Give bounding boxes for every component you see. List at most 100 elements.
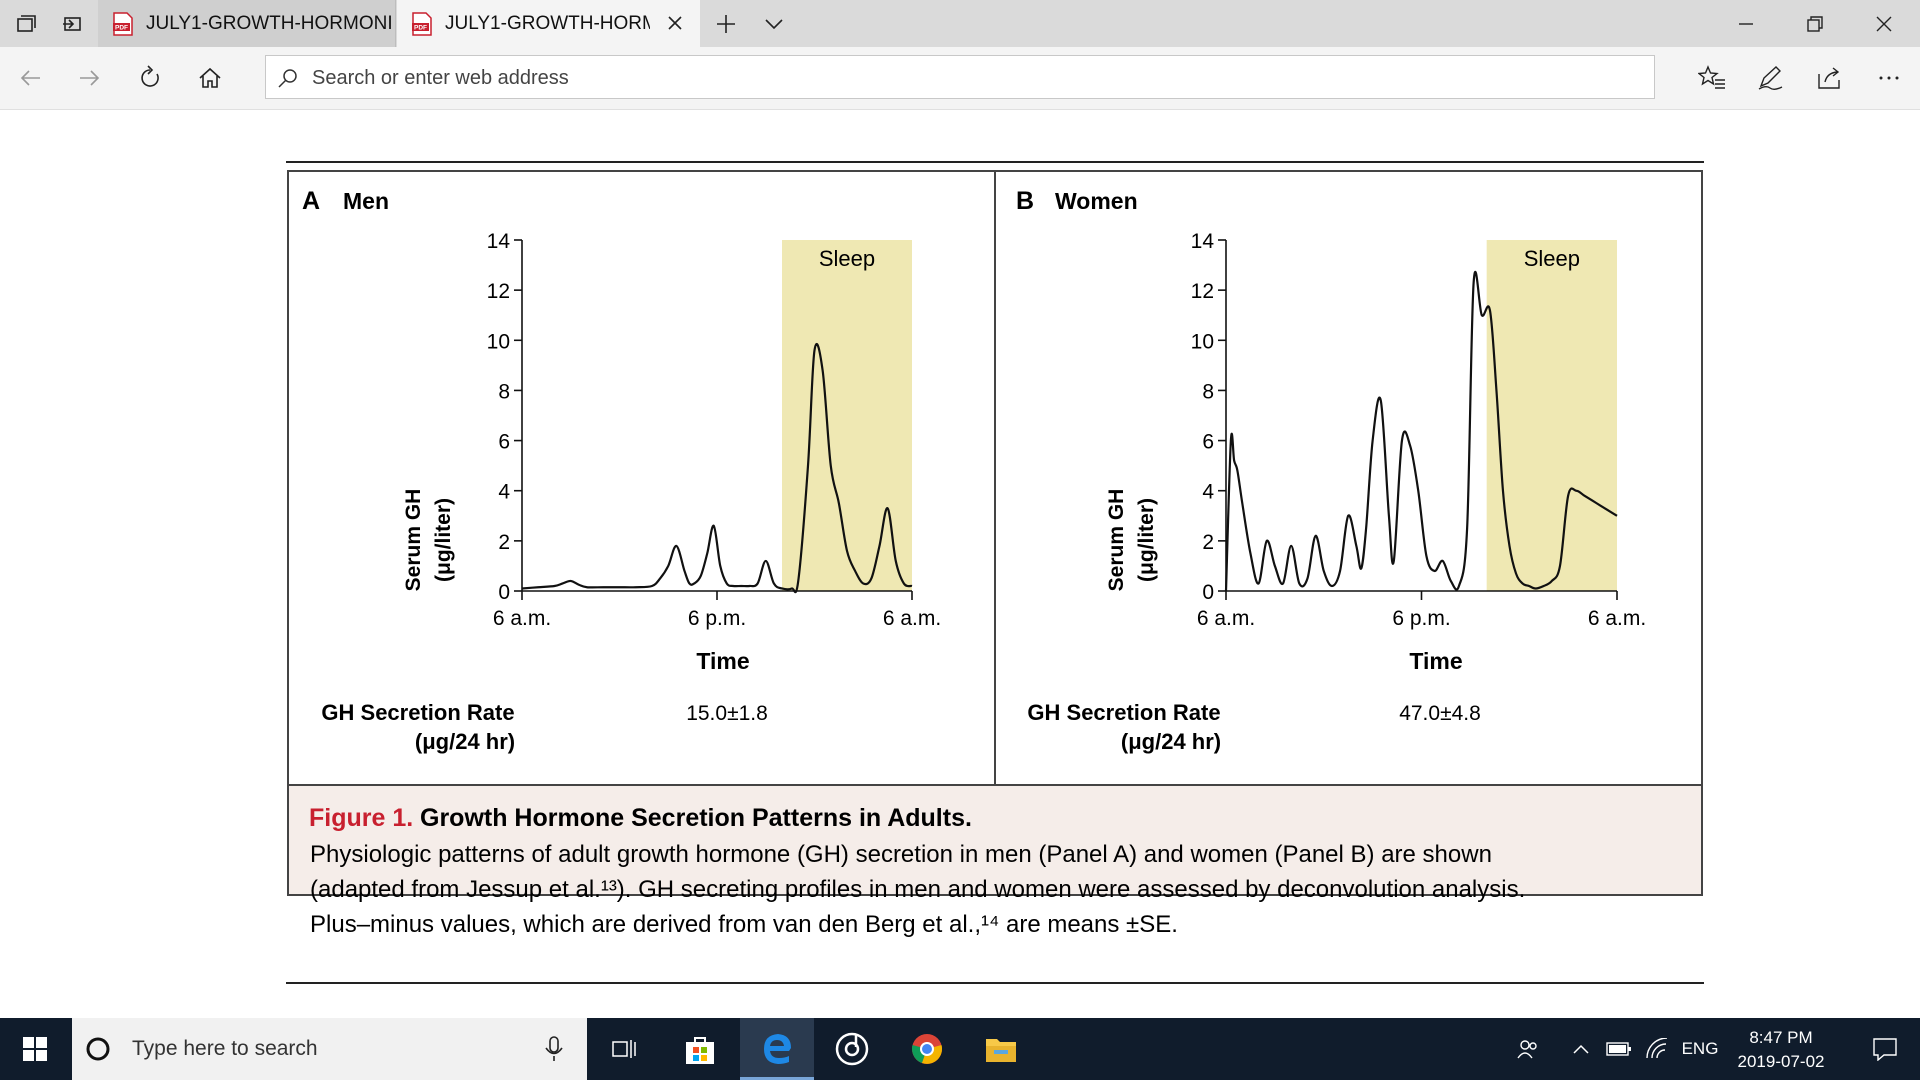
tab-label: JULY1-GROWTH-HORM xyxy=(445,12,650,34)
language-indicator[interactable]: ENG xyxy=(1681,1039,1719,1058)
rate-value: 15.0±1.8 xyxy=(686,702,768,725)
battery-icon[interactable] xyxy=(1602,1018,1636,1080)
figure-title: Growth Hormone Secretion Patterns in Adu… xyxy=(420,804,972,832)
search-icon xyxy=(278,69,297,88)
x-tick-label: 6 a.m. xyxy=(493,607,551,630)
minimize-icon[interactable] xyxy=(1728,6,1764,42)
x-tick-label: 6 p.m. xyxy=(688,607,746,630)
groove-music-icon[interactable] xyxy=(815,1018,889,1080)
y-tick-label: 0 xyxy=(1202,581,1214,604)
sleep-shading xyxy=(1486,240,1617,591)
microphone-icon[interactable] xyxy=(543,1035,565,1063)
cortana-icon xyxy=(86,1037,110,1061)
task-view-icon[interactable] xyxy=(587,1018,661,1080)
y-tick-label: 4 xyxy=(498,481,510,504)
people-icon[interactable] xyxy=(1508,1018,1548,1080)
rate-units: (μg/24 hr) xyxy=(1121,729,1221,754)
chart-men: Sleep 0 2 4 6 8 10 12 14 6 a.m. 6 p.m. 6 a.m. Seru… xyxy=(321,230,941,754)
favorites-icon[interactable] xyxy=(1693,59,1731,97)
home-icon[interactable] xyxy=(191,59,229,97)
back-icon[interactable] xyxy=(12,59,50,97)
rate-label: GH Secretion Rate xyxy=(321,700,514,725)
y-tick-label: 6 xyxy=(1202,431,1214,454)
x-axis-label: Time xyxy=(1409,648,1462,674)
action-center-icon[interactable] xyxy=(1850,1018,1920,1080)
address-bar[interactable] xyxy=(265,55,1655,99)
panel-a-letter: A xyxy=(302,187,320,215)
y-tick-label: 8 xyxy=(498,380,510,403)
x-axis-label: Time xyxy=(696,648,749,674)
rate-label: GH Secretion Rate xyxy=(1027,700,1220,725)
y-tick-label: 10 xyxy=(1191,330,1214,353)
rate-value: 47.0±4.8 xyxy=(1399,702,1481,725)
y-tick-label: 14 xyxy=(487,230,511,253)
caption-box xyxy=(289,785,1701,894)
file-explorer-icon[interactable] xyxy=(964,1018,1038,1080)
x-tick-label: 6 a.m. xyxy=(1197,607,1255,630)
y-tick-label: 14 xyxy=(1191,230,1215,253)
svg-text:PDF: PDF xyxy=(115,24,128,31)
wifi-icon[interactable] xyxy=(1640,1018,1674,1080)
panel-a-title: Men xyxy=(343,188,389,214)
gh-curve-women xyxy=(1224,271,1618,592)
panel-b-title: Women xyxy=(1055,188,1138,214)
navigation-bar xyxy=(0,47,1920,110)
y-axis-label: Serum GH xyxy=(1105,489,1128,592)
new-tab-icon[interactable] xyxy=(708,6,744,42)
y-tick-label: 6 xyxy=(498,431,510,454)
share-icon[interactable] xyxy=(1810,59,1848,97)
set-aside-tabs-icon[interactable] xyxy=(54,6,90,42)
caption-line-3: Plus–minus values, which are derived fro… xyxy=(310,911,1178,938)
pdf-icon: PDF xyxy=(113,11,133,36)
sleep-label: Sleep xyxy=(1524,246,1580,271)
panel-b-letter: B xyxy=(1016,187,1034,215)
clock[interactable]: 8:47 PM 2019-07-02 xyxy=(1716,1026,1846,1074)
restore-icon[interactable] xyxy=(1797,6,1833,42)
figure-1: A Men B Women Sleep 0 2 4 6 8 10 12 14 6 a.m. 6 p… xyxy=(286,161,1704,984)
figure-label: Figure 1. xyxy=(309,804,413,832)
pdf-viewer[interactable]: A Men B Women Sleep 0 2 4 6 8 10 12 14 6 a.m. 6 p… xyxy=(0,110,1920,1018)
store-icon[interactable] xyxy=(663,1018,737,1080)
clock-date: 2019-07-02 xyxy=(1737,1052,1825,1071)
chrome-icon[interactable] xyxy=(890,1018,964,1080)
y-axis-label-units: (μg/liter) xyxy=(1135,498,1158,582)
gh-curve-men xyxy=(521,342,913,594)
pen-icon[interactable] xyxy=(1751,59,1789,97)
tab-pdf-2-active[interactable]: PDF JULY1-GROWTH-HORM xyxy=(397,0,700,47)
show-hidden-icons-chevron-icon[interactable] xyxy=(1566,1018,1596,1080)
tab-preview-chevron-icon[interactable] xyxy=(756,6,792,42)
sleep-label: Sleep xyxy=(819,246,875,271)
tab-bar: PDF JULY1-GROWTH-HORMONI PDF JULY1-GROWT… xyxy=(0,0,1920,47)
taskbar-search-box[interactable]: Type here to search xyxy=(72,1018,587,1080)
windows-logo-icon xyxy=(23,1037,47,1061)
y-tick-label: 2 xyxy=(498,531,510,554)
y-tick-label: 4 xyxy=(1202,481,1214,504)
close-window-icon[interactable] xyxy=(1866,6,1902,42)
address-input[interactable] xyxy=(310,62,1614,94)
start-button[interactable] xyxy=(0,1018,70,1080)
close-tab-icon[interactable] xyxy=(664,12,686,34)
edge-browser-icon[interactable] xyxy=(740,1018,814,1080)
tab-manager-icon[interactable] xyxy=(8,6,44,42)
y-axis-label-units: (μg/liter) xyxy=(432,498,455,582)
taskbar: Type here to search ENG 8:47 PM 2019-07-… xyxy=(0,1018,1920,1080)
x-tick-label: 6 p.m. xyxy=(1392,607,1450,630)
refresh-icon[interactable] xyxy=(131,59,169,97)
pdf-icon: PDF xyxy=(412,11,432,36)
taskbar-search-placeholder: Type here to search xyxy=(132,1037,318,1060)
rate-units: (μg/24 hr) xyxy=(415,729,515,754)
y-tick-label: 8 xyxy=(1202,380,1214,403)
tab-label: JULY1-GROWTH-HORMONI xyxy=(146,12,393,34)
y-axis-label: Serum GH xyxy=(402,489,425,592)
forward-icon[interactable] xyxy=(70,59,108,97)
chart-women: Sleep 0 2 4 6 8 10 12 14 6 a.m. 6 p.m. 6 a.m. Seru… xyxy=(1027,230,1646,754)
svg-text:PDF: PDF xyxy=(414,24,427,31)
y-tick-label: 0 xyxy=(498,581,510,604)
tab-pdf-1[interactable]: PDF JULY1-GROWTH-HORMONI xyxy=(98,0,396,47)
y-tick-label: 12 xyxy=(487,280,510,303)
y-tick-label: 12 xyxy=(1191,280,1214,303)
x-tick-label: 6 a.m. xyxy=(883,607,941,630)
more-options-icon[interactable] xyxy=(1870,59,1908,97)
y-tick-label: 2 xyxy=(1202,531,1214,554)
caption-line-2: (adapted from Jessup et al.¹³). GH secre… xyxy=(310,876,1525,903)
